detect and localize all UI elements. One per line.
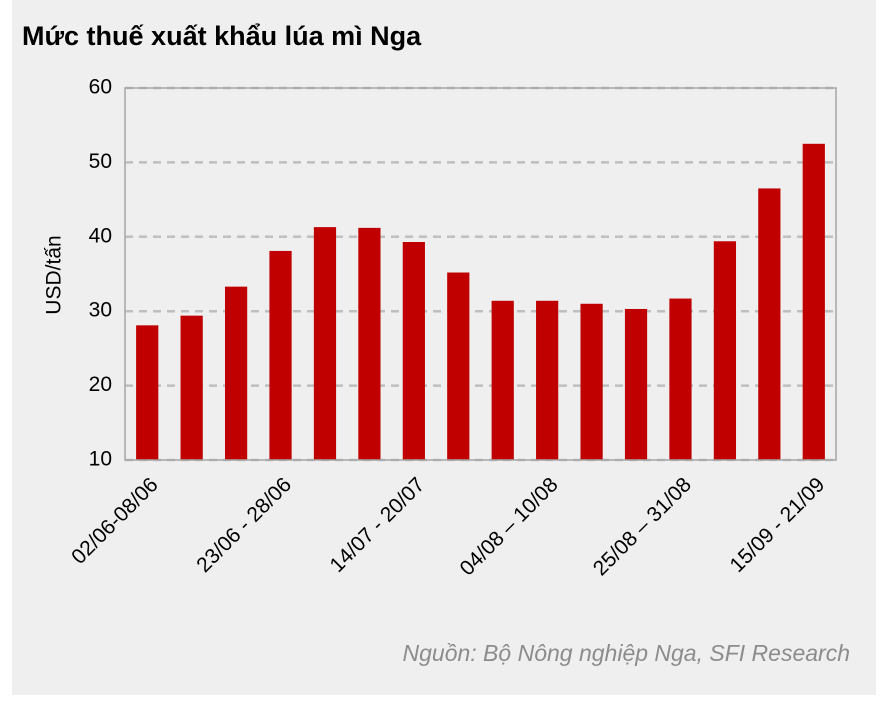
y-tick-label: 20 <box>89 373 112 396</box>
bars <box>136 143 825 461</box>
bar <box>224 286 248 460</box>
source-note: Nguồn: Bộ Nông nghiệp Nga, SFI Research <box>403 640 851 666</box>
y-tick-label: 10 <box>89 448 112 471</box>
plot-frame <box>124 87 837 461</box>
bar <box>669 298 692 460</box>
bar <box>536 300 559 460</box>
bar <box>758 188 781 460</box>
bar <box>180 315 203 460</box>
bar <box>447 272 470 460</box>
y-axis-label: USD/tấn <box>43 235 66 314</box>
bar <box>402 242 425 460</box>
bar <box>358 227 381 460</box>
bar <box>713 241 737 460</box>
bar <box>624 308 648 460</box>
y-tick-label: 40 <box>89 224 112 247</box>
chart-title: Mức thuế xuất khẩu lúa mì Nga <box>22 21 422 51</box>
y-tick-label: 50 <box>89 150 112 173</box>
bar <box>136 325 159 460</box>
bar <box>313 227 337 460</box>
bar <box>580 303 603 460</box>
y-tick-label: 30 <box>89 299 112 322</box>
bar <box>269 250 292 460</box>
y-tick-label: 60 <box>89 76 112 99</box>
bar <box>802 143 825 461</box>
bar <box>491 300 514 460</box>
